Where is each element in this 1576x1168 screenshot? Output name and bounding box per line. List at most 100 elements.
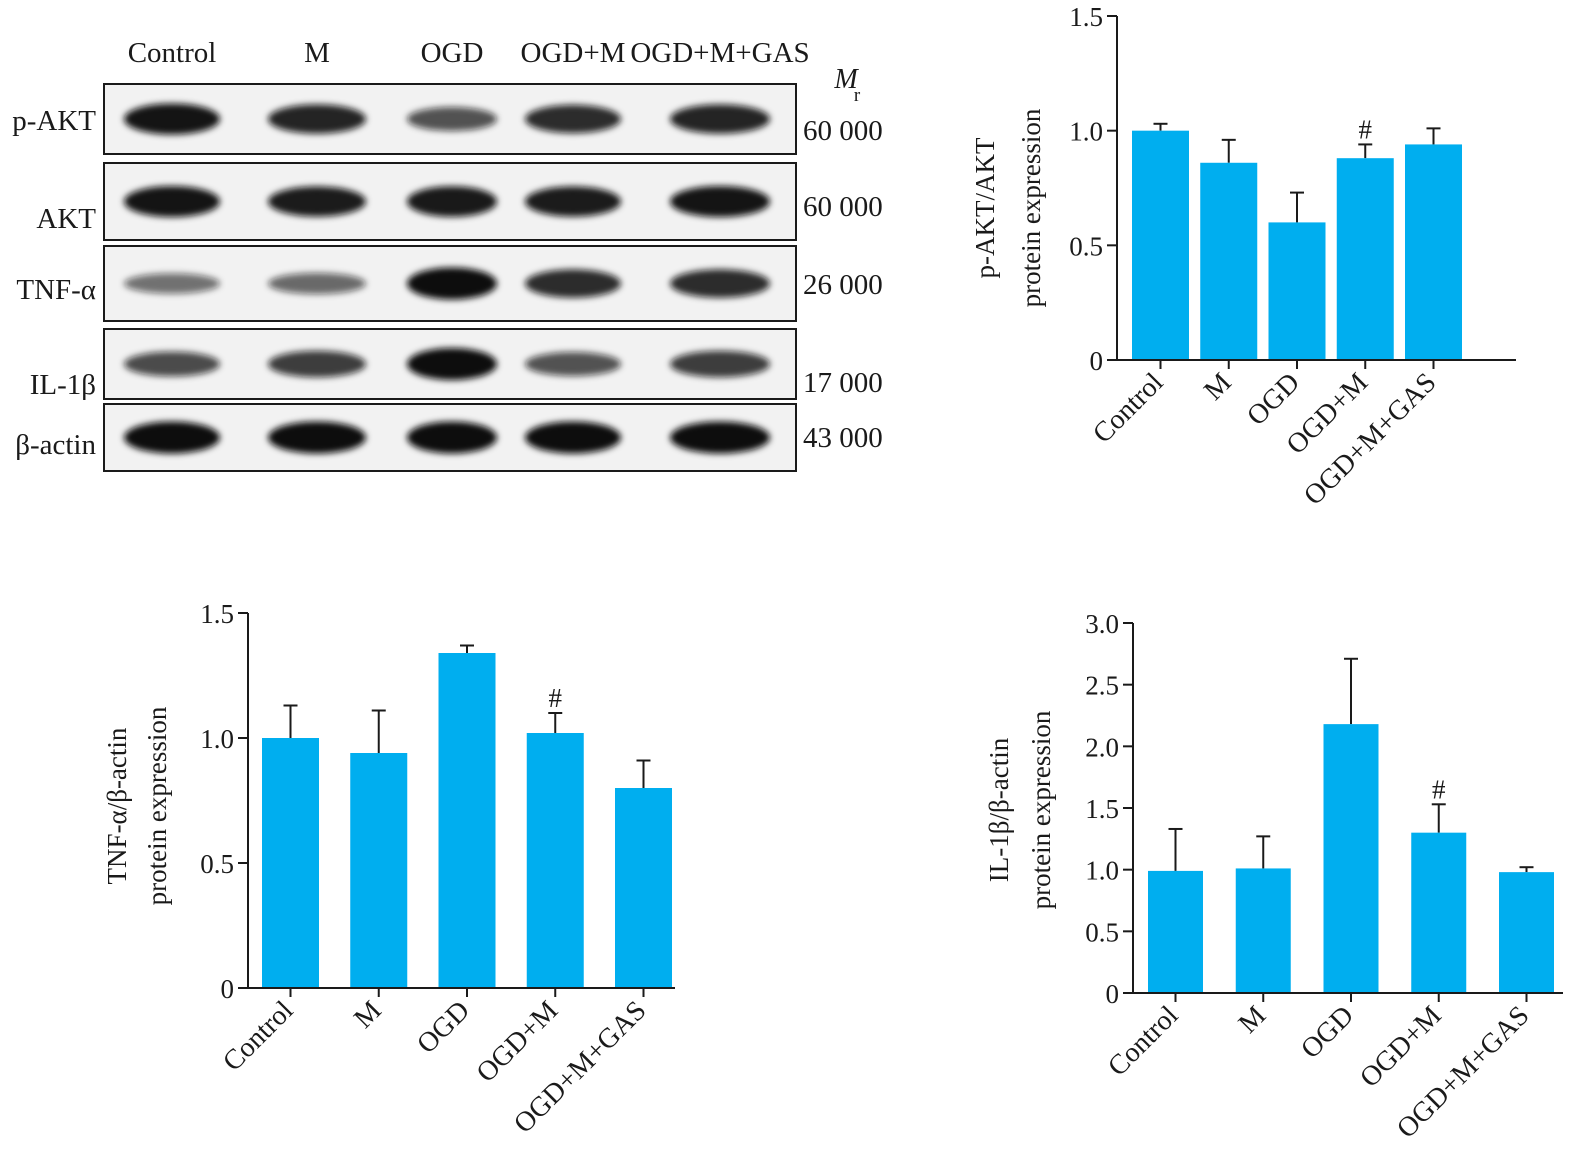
blot-band [124, 103, 220, 135]
blot-band [268, 186, 366, 217]
x-tick-label: OGD [1295, 1000, 1360, 1065]
blot-band [670, 350, 770, 378]
blot-row-mr: 43 000 [803, 422, 883, 454]
y-tick-label: 0.5 [1069, 231, 1103, 261]
blot-band [268, 104, 366, 134]
blot-band [525, 269, 621, 298]
y-tick-label: 1.5 [200, 599, 234, 629]
y-tick-label: 2.0 [1085, 732, 1119, 762]
blot-row-mr: 60 000 [803, 115, 883, 147]
lane-label: M [304, 37, 330, 69]
y-tick-label: 0.5 [200, 849, 234, 879]
blot-band [124, 421, 220, 454]
bar [1323, 724, 1379, 993]
y-tick-label: 0 [1106, 979, 1120, 1009]
significance-marker: # [549, 683, 563, 713]
blot-band [525, 421, 621, 454]
lane-label: OGD [421, 37, 484, 69]
blot-band [124, 185, 220, 218]
bar [262, 738, 319, 988]
blot-band [525, 104, 621, 134]
blot-row-label: TNF-α [16, 274, 96, 306]
significance-marker: # [1359, 114, 1373, 144]
x-tick-label: Control [217, 995, 300, 1078]
y-axis-title: p-AKT/AKT [970, 137, 1000, 278]
y-axis-title: protein expression [142, 706, 172, 905]
blot-band [670, 185, 770, 218]
y-tick-label: 0.5 [1085, 917, 1119, 947]
lane-label: Control [128, 37, 217, 69]
blot-band [124, 351, 220, 377]
blot-band [407, 107, 497, 131]
blot-band [407, 421, 497, 454]
blot-row [103, 83, 797, 155]
y-axis-title: protein expression [1016, 108, 1046, 307]
x-tick-label: Control [1102, 1000, 1185, 1083]
blot-band [525, 352, 621, 376]
y-tick-label: 1.0 [1085, 856, 1119, 886]
bar [1336, 158, 1394, 360]
blot-row-label: AKT [36, 203, 96, 235]
y-tick-label: 2.5 [1085, 671, 1119, 701]
y-tick-label: 1.5 [1085, 794, 1119, 824]
significance-marker: # [1432, 774, 1446, 804]
blot-row-label: p-AKT [12, 105, 96, 137]
bar [1200, 162, 1258, 360]
y-tick-label: 1.5 [1069, 2, 1103, 32]
blot-row [103, 162, 797, 241]
blot-band [268, 272, 366, 295]
blot-band [268, 350, 366, 378]
bar [1411, 832, 1467, 993]
x-tick-label: M [348, 995, 388, 1035]
mr-subscript: r [854, 85, 861, 106]
blot-band [407, 186, 497, 217]
lane-label: OGD+M+GAS [630, 37, 809, 69]
blot-row-mr: 26 000 [803, 269, 883, 301]
y-tick-label: 1.0 [200, 724, 234, 754]
mr-label: M [833, 64, 859, 95]
y-axis-title: protein expression [1026, 710, 1056, 909]
y-axis-title: IL-1β/β-actin [984, 737, 1014, 882]
blot-band [407, 267, 497, 300]
lane-label: OGD+M [521, 37, 626, 69]
y-axis-title: TNF-α/β-actin [102, 727, 132, 884]
blot-band [124, 273, 220, 294]
blot-band [525, 186, 621, 217]
blot-band [670, 421, 770, 454]
bar [438, 653, 496, 988]
x-tick-label: M [1233, 1000, 1273, 1040]
blot-band [268, 421, 366, 454]
blot-row-mr: 17 000 [803, 367, 883, 399]
bar [1405, 144, 1462, 360]
y-tick-label: 0 [1090, 346, 1104, 376]
y-tick-label: 3.0 [1085, 609, 1119, 639]
bar [1499, 872, 1554, 993]
bar [1235, 868, 1291, 993]
blot-row [103, 245, 797, 322]
x-tick-label: M [1198, 367, 1238, 407]
bar [615, 788, 672, 988]
bar [526, 733, 584, 988]
blot-row [103, 403, 797, 472]
blot-row-mr: 60 000 [803, 191, 883, 223]
y-tick-label: 1.0 [1069, 117, 1103, 147]
mr-symbol: M [833, 64, 859, 95]
x-tick-label: OGD [411, 995, 476, 1060]
blot-band [670, 104, 770, 134]
bar [1268, 222, 1326, 360]
bar [1132, 130, 1189, 360]
bar [350, 753, 408, 988]
blot-row [103, 328, 797, 400]
blot-row-label: β-actin [15, 429, 96, 461]
bar [1148, 870, 1203, 993]
blot-row-label: IL-1β [30, 369, 96, 401]
y-tick-label: 0 [221, 974, 235, 1004]
blot-band [670, 269, 770, 298]
x-tick-label: Control [1087, 367, 1170, 450]
blot-band [407, 348, 497, 380]
